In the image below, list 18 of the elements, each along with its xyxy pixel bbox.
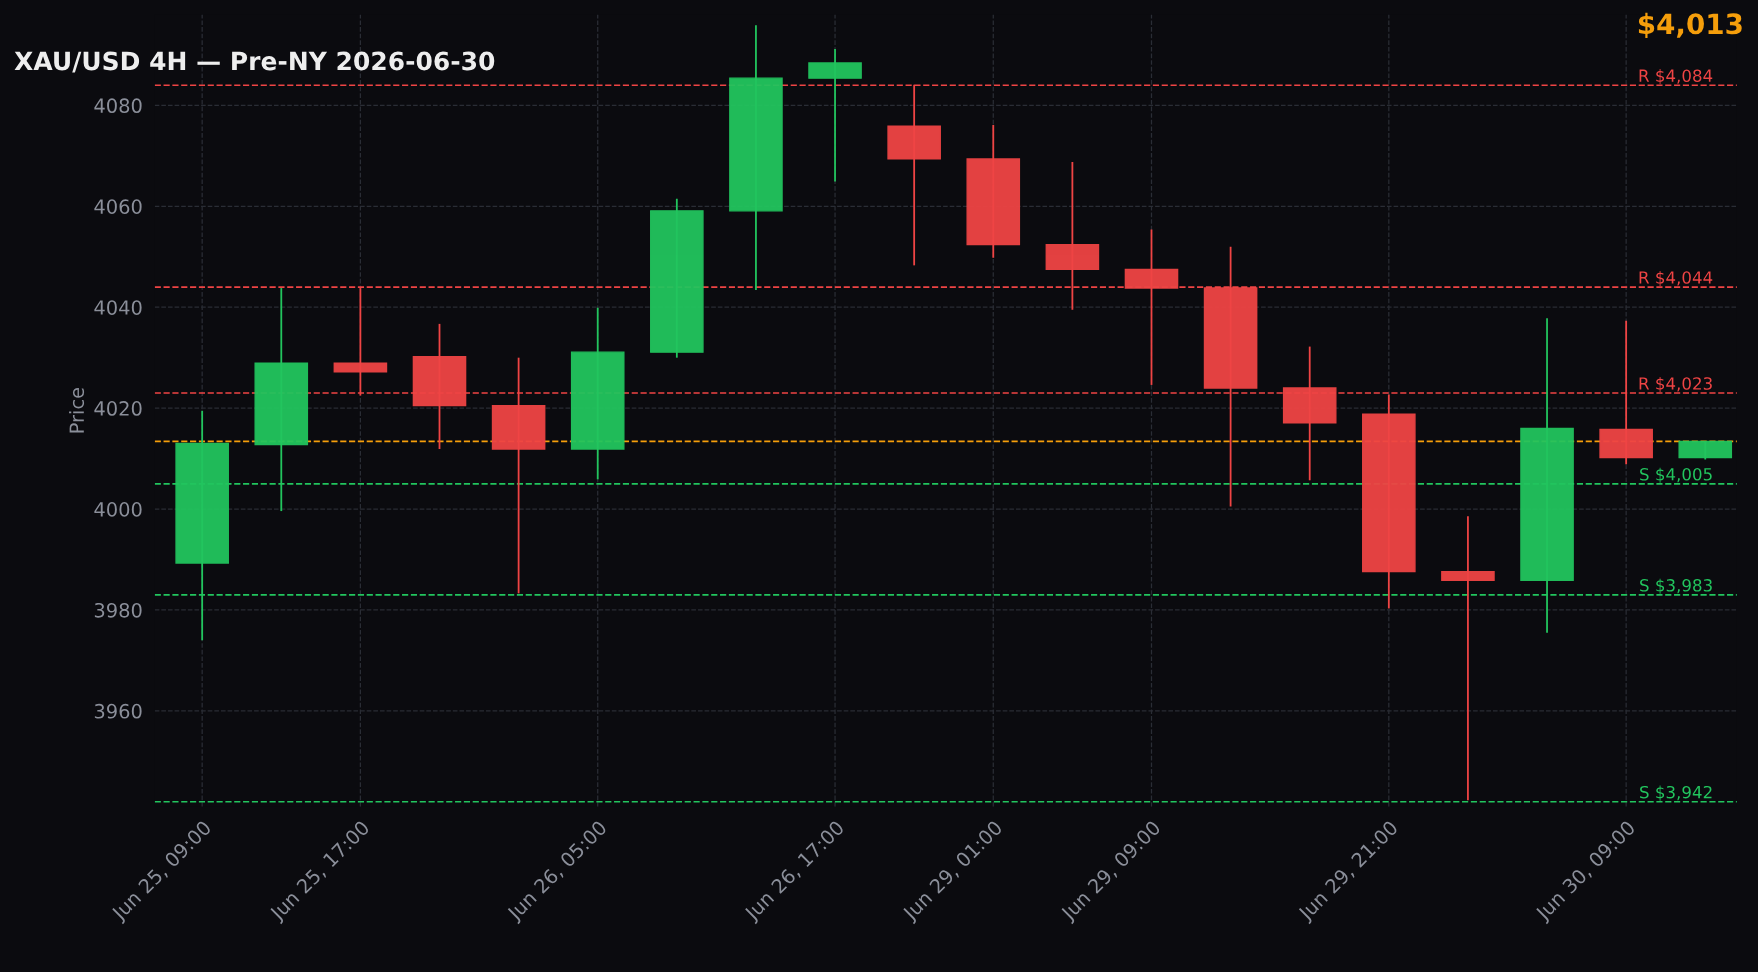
y-tick-label: 4020 [94, 401, 142, 416]
ref-line-label: R $4,044 [1639, 270, 1713, 287]
y-tick-label: 3960 [94, 703, 142, 719]
y-tick-label: 3980 [94, 602, 142, 618]
text: XAU/USD 4H — Pre-NY 2026-06-30 [14, 51, 495, 73]
y-tick-label: 4040 [94, 300, 142, 315]
candlestick [808, 47, 862, 183]
ref-line-label: R $4,023 [1639, 376, 1712, 392]
y-axis-title: Price [69, 387, 85, 433]
ref-line-label: S $3,983 [1640, 578, 1712, 594]
ref-line-label: R $4,084 [1639, 69, 1713, 85]
ref-line-label: S $3,942 [1640, 785, 1712, 801]
y-tick-label: 4000 [94, 502, 142, 517]
annotation: $4,013 [1638, 12, 1742, 38]
ref-line-label: S $4,005 [1640, 467, 1712, 483]
y-tick-label: 4080 [94, 98, 142, 114]
y-tick-label: 4060 [94, 199, 142, 214]
candlestick [1441, 515, 1495, 802]
